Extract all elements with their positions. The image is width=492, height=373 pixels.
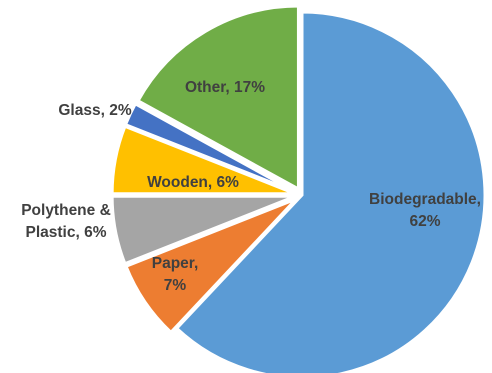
- pie-slice-biodegradable: [174, 10, 487, 373]
- labels-layer: Biodegradable, 62% Paper, 7% Polythene & Plas…: [21, 79, 481, 294]
- slice-label-glass: Glass, 2%: [58, 102, 131, 119]
- pie-slice-polythene-plastic: [110, 194, 296, 266]
- slice-label-polythene-plastic: Polythene & Plastic, 6%: [21, 202, 111, 241]
- slice-label-biodegradable: Biodegradable, 62%: [369, 191, 481, 230]
- pie-slice-paper: [124, 197, 298, 335]
- pie-slice-other: [136, 4, 300, 192]
- slice-label-line: 7%: [164, 277, 187, 294]
- slice-label-wooden: Wooden, 6%: [147, 174, 239, 191]
- slice-label-other: Other, 17%: [185, 79, 265, 96]
- slices-layer: [110, 4, 487, 373]
- slice-label-line: Wooden, 6%: [147, 174, 239, 191]
- pie-slice-wooden: [110, 124, 296, 196]
- slice-label-line: Biodegradable,: [369, 191, 481, 208]
- slice-label-line: Glass, 2%: [58, 102, 131, 119]
- slice-label-line: Polythene &: [21, 202, 111, 219]
- pie-slice-glass: [123, 101, 297, 194]
- slice-label-line: Other, 17%: [185, 79, 265, 96]
- slice-label-paper: Paper, 7%: [152, 255, 199, 294]
- slice-label-line: Paper,: [152, 255, 199, 272]
- slice-label-line: Plastic, 6%: [26, 224, 107, 241]
- slice-label-line: 62%: [409, 213, 440, 230]
